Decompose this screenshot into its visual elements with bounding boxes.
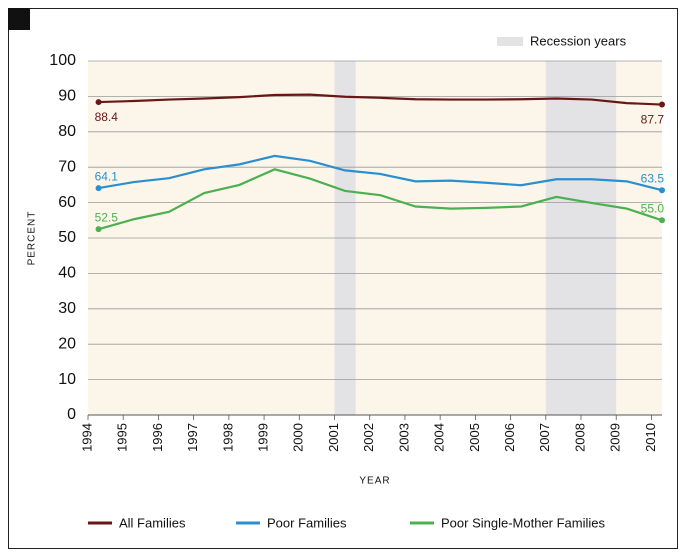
x-axis-label: YEAR [359, 476, 390, 487]
x-tick-label: 2005 [467, 423, 482, 452]
legend-label: Poor Single-Mother Families [441, 515, 606, 530]
data-point [659, 217, 665, 224]
y-tick-label: 80 [58, 123, 76, 140]
y-tick-label: 60 [58, 194, 76, 211]
x-tick-label: 2007 [537, 423, 552, 452]
y-axis-label: PERCENT [27, 211, 38, 266]
y-tick-label: 30 [58, 300, 76, 317]
y-tick-label: 100 [49, 52, 76, 69]
data-point [659, 101, 665, 108]
x-tick-label: 2004 [432, 423, 447, 452]
data-label: 52.5 [95, 210, 119, 224]
y-tick-label: 0 [67, 406, 76, 423]
data-point [95, 226, 102, 233]
y-tick-label: 10 [58, 371, 76, 388]
x-tick-label: 1996 [150, 423, 165, 452]
data-label: 55.0 [641, 201, 665, 215]
y-tick-label: 70 [58, 158, 76, 175]
legend-label: All Families [119, 515, 186, 530]
x-tick-label: 1995 [115, 423, 130, 452]
y-tick-label: 90 [58, 88, 76, 105]
data-label: 88.4 [95, 110, 119, 124]
data-point [95, 185, 102, 192]
x-tick-label: 1998 [220, 423, 235, 452]
x-tick-label: 1997 [185, 423, 200, 452]
x-tick-label: 1994 [79, 423, 94, 452]
foreground-layer: Recession years 0 10 20 30 40 50 60 70 80 90 100 199… [49, 33, 665, 530]
y-tick-label: 40 [58, 265, 76, 282]
x-tick-label: 2001 [326, 423, 341, 452]
x-tick-label: 2002 [361, 423, 376, 452]
data-point [659, 187, 665, 194]
data-label: 63.5 [641, 171, 665, 185]
corner-block [8, 8, 30, 30]
x-tick-label: 1999 [256, 423, 271, 452]
recession-legend-swatch [497, 37, 523, 46]
x-tick-label: 2008 [572, 423, 587, 452]
x-tick-label: 2009 [608, 423, 623, 452]
recession-legend-label: Recession years [530, 33, 627, 48]
series-line [98, 168, 663, 231]
x-tick-label: 2000 [291, 423, 306, 452]
legend-label: Poor Families [267, 515, 347, 530]
data-point [95, 99, 102, 106]
data-label: 64.1 [95, 169, 119, 183]
series-line [98, 93, 663, 106]
x-tick-label: 2010 [643, 423, 658, 452]
x-tick-label: 2003 [396, 423, 411, 452]
y-tick-label: 20 [58, 335, 76, 352]
y-tick-label: 50 [58, 229, 76, 246]
data-label: 87.7 [641, 113, 665, 127]
x-tick-label: 2006 [502, 423, 517, 452]
series-line [98, 154, 663, 192]
